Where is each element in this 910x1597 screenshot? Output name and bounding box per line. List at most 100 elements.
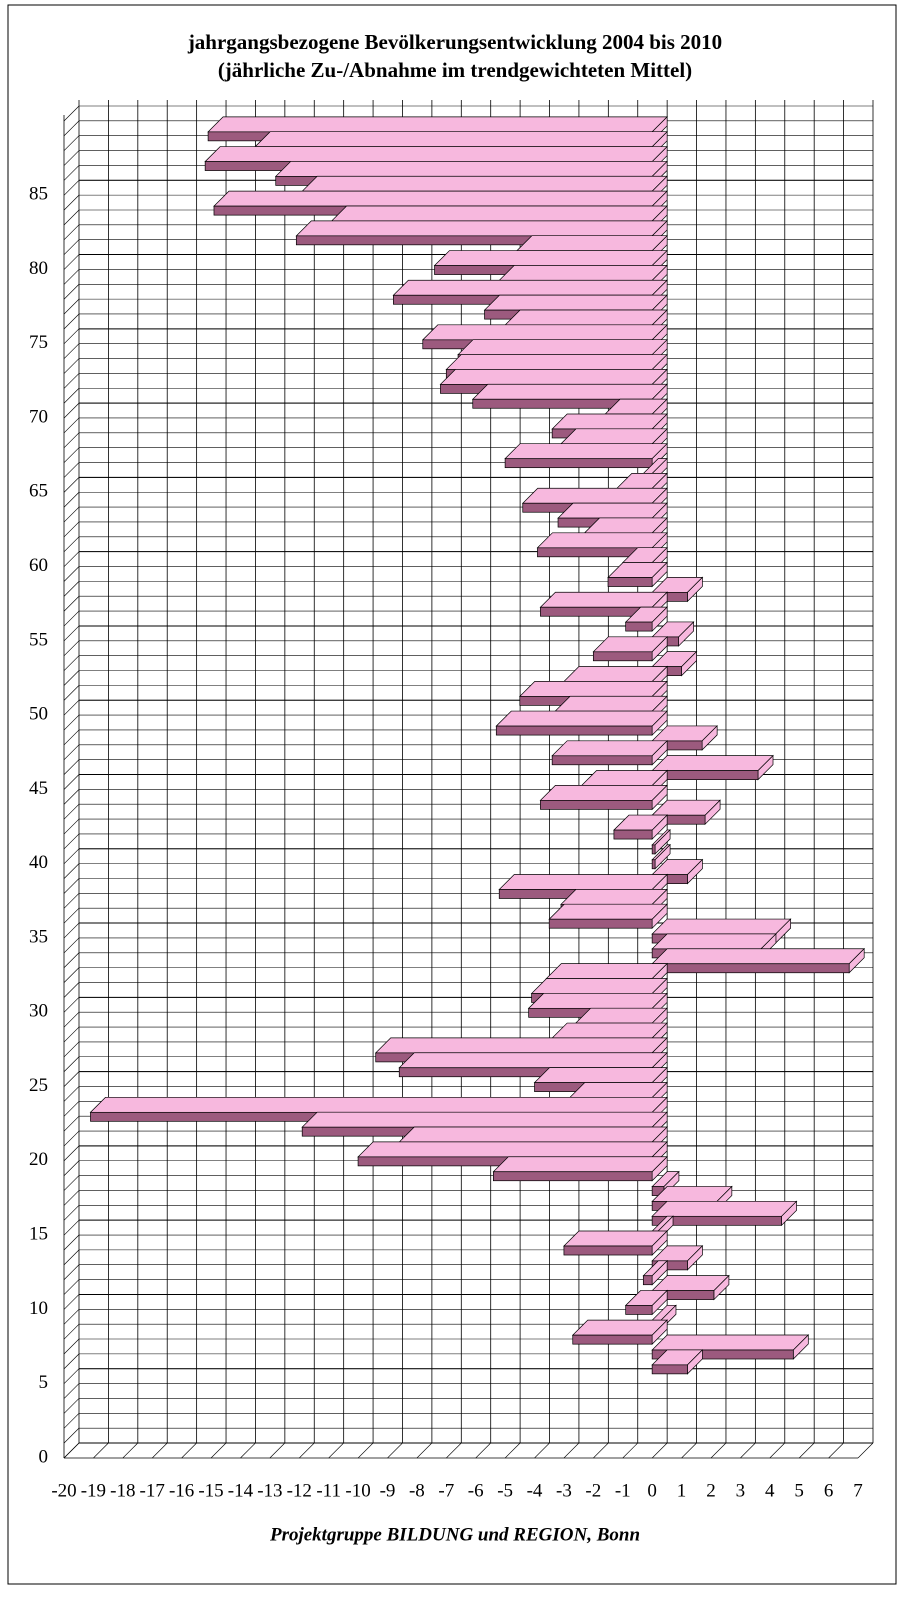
floor-line <box>416 1442 433 1459</box>
y-tick-label: 30 <box>29 1001 48 1022</box>
bar-top <box>204 146 668 162</box>
wall-line <box>63 298 80 315</box>
y-tick-label: 20 <box>29 1149 48 1170</box>
wall-line <box>63 596 80 612</box>
wall-line <box>63 1011 80 1028</box>
x-tick-label: -10 <box>345 1480 370 1501</box>
wall-line <box>63 1115 80 1132</box>
x-tick-label: -5 <box>497 1480 513 1501</box>
wall-line <box>63 670 80 686</box>
bar-top <box>548 903 668 920</box>
wall-line <box>63 343 80 359</box>
bar-top <box>498 265 668 281</box>
wall-line <box>63 1219 80 1236</box>
bar-top <box>274 161 668 177</box>
bar-top <box>651 918 792 935</box>
bar-top <box>483 294 668 311</box>
wall-line <box>63 462 80 478</box>
bar-top <box>551 1022 668 1039</box>
wall-line <box>63 1101 80 1117</box>
wall-line <box>63 1041 80 1058</box>
bar-top <box>518 681 668 697</box>
wall-line <box>63 937 80 954</box>
floor-line <box>681 1442 697 1459</box>
bar-top <box>574 1007 668 1024</box>
bar-top <box>530 978 668 994</box>
bar-top <box>651 755 774 771</box>
bar-top <box>557 502 668 519</box>
wall-line <box>63 1368 80 1384</box>
wall-line <box>63 209 80 226</box>
wall-line <box>63 373 80 389</box>
wall-line <box>63 818 80 835</box>
wall-line <box>63 952 80 968</box>
bar <box>625 621 653 632</box>
wall-line <box>63 1205 80 1221</box>
wall-line <box>63 194 80 211</box>
floor-line <box>710 1442 727 1459</box>
wall-line <box>63 328 80 345</box>
wall-line <box>63 254 80 270</box>
y-tick-label: 85 <box>29 184 48 205</box>
floor-line <box>299 1442 315 1459</box>
x-tick-label: 5 <box>794 1480 804 1501</box>
wall-line <box>63 180 80 196</box>
wall-line <box>63 1294 80 1310</box>
floor-line <box>269 1442 286 1459</box>
bar-top <box>651 1334 810 1351</box>
wall-line <box>63 1130 80 1147</box>
bar <box>592 651 653 662</box>
wall-line <box>63 1249 80 1266</box>
floor-line <box>504 1442 521 1459</box>
y-tick-label: 25 <box>29 1075 48 1096</box>
wall-line <box>63 610 80 627</box>
wall-line <box>63 1353 80 1370</box>
bar-top <box>536 532 668 549</box>
floor-line <box>651 1442 668 1459</box>
bar-top <box>504 309 668 326</box>
wall-line <box>63 135 80 151</box>
y-tick-label: 45 <box>29 778 48 799</box>
floor-line <box>63 1442 80 1459</box>
wall-line <box>63 492 80 508</box>
bar-top <box>357 1141 668 1158</box>
floor-line <box>857 1442 874 1459</box>
bar <box>551 755 653 766</box>
wall-line <box>63 224 80 241</box>
floor-line <box>475 1442 491 1459</box>
wall-line <box>63 803 80 820</box>
y-tick-label: 0 <box>39 1446 49 1467</box>
bar-top <box>457 339 668 356</box>
floor-line <box>828 1442 844 1459</box>
floor-line <box>593 1442 609 1459</box>
bar-top <box>504 443 668 460</box>
chart-subtitle: (jährliche Zu-/Abnahme im trendgewichtet… <box>218 58 692 82</box>
floor-line <box>181 1442 197 1459</box>
x-tick-label: -3 <box>556 1480 572 1501</box>
wall-line <box>63 1175 80 1191</box>
wall-line <box>63 1323 80 1340</box>
wall-line <box>63 1026 80 1043</box>
bar-top <box>521 487 668 504</box>
y-tick-label: 35 <box>29 926 48 947</box>
bar-top <box>554 695 668 712</box>
x-tick-label: -20 <box>51 1480 76 1501</box>
bar-top <box>471 383 668 400</box>
wall-line <box>63 833 80 850</box>
x-tick-label: -8 <box>409 1480 425 1501</box>
x-tick-label: -15 <box>198 1480 223 1501</box>
wall-line <box>63 685 80 701</box>
bar <box>651 963 850 974</box>
wall-line <box>63 432 80 449</box>
bar-top <box>560 428 668 445</box>
bar-top <box>421 324 668 341</box>
x-tick-label: -19 <box>81 1480 106 1501</box>
wall-line <box>63 907 80 924</box>
y-tick-label: 80 <box>29 258 48 279</box>
bar <box>563 1245 653 1256</box>
floor-line <box>122 1442 139 1459</box>
bar-top <box>651 948 866 965</box>
x-tick-label: -12 <box>287 1480 312 1501</box>
x-tick-label: 3 <box>736 1480 746 1501</box>
